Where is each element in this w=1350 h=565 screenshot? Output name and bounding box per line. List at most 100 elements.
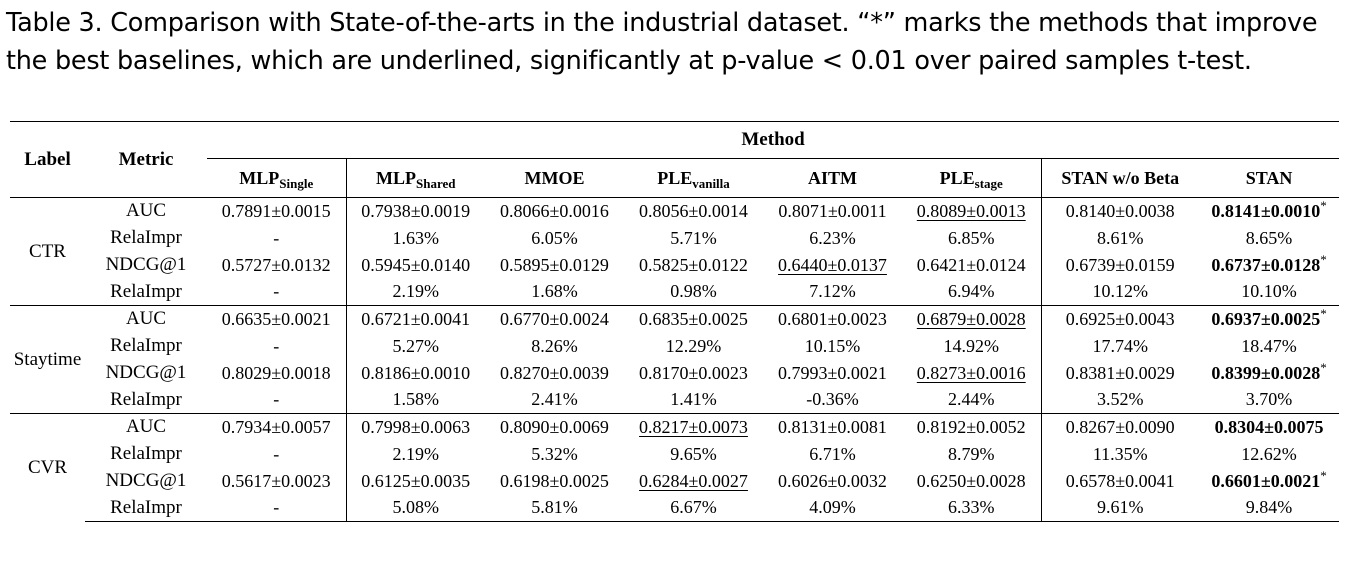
cell-value: 0.6770±0.0024 [500, 308, 609, 329]
table-cell: 7.12% [763, 279, 902, 306]
cell-value: 12.62% [1241, 443, 1297, 464]
table-cell: 0.7891±0.0015 [207, 197, 346, 225]
cell-value: 0.8090±0.0069 [500, 416, 609, 437]
table-cell: 0.5945±0.0140 [345, 251, 485, 279]
cell-value: 2.44% [948, 389, 995, 410]
cell-value: 9.84% [1245, 497, 1293, 518]
table-cell: 10.12% [1040, 278, 1199, 306]
cell-value: 18.47% [1241, 335, 1297, 356]
table-row: Staytime AUC 0.6635±0.0021 0.6721±0.0041 0.6… [10, 305, 1340, 414]
table-cell: 0.6284±0.0027 [624, 468, 763, 495]
metric-name: RelaImpr [85, 494, 207, 522]
cell-value: 0.6635±0.0021 [221, 308, 331, 329]
table-cell: 0.8186±0.0010 [345, 359, 485, 387]
table-cell: 0.5825±0.0122 [624, 252, 763, 279]
table-cell: 10.10% [1199, 279, 1339, 306]
significance-marker: * [1320, 467, 1327, 483]
cell-value: 0.8071±0.0011 [778, 200, 887, 221]
cell-value: 1.68% [531, 281, 578, 302]
table-cell: 0.6440±0.0137 [763, 252, 902, 279]
table-row: RelaImpr - 2.19% 5.32% 9.65% 6.71% 8.79% 11.35%… [10, 440, 1339, 468]
table-row: RelaImpr - 5.08% 5.81% 6.67% 4.09% 6.33% 9.61% 9… [10, 494, 1340, 522]
cell-value: 14.92% [943, 335, 1000, 356]
metric-name: RelaImpr [110, 388, 182, 410]
table-cell: 0.6198±0.0025 [485, 468, 624, 495]
table-row: NDCG@1 0.5727±0.0132 0.5945±0.0140 0.5895±0… [10, 251, 1339, 279]
cell-value: 0.6739±0.0159 [1065, 254, 1175, 275]
table-cell: 9.61% [1040, 494, 1199, 522]
cell-value: 0.8267±0.0090 [1065, 416, 1175, 437]
method-column-header: AITM [763, 158, 902, 198]
cell-value: 7.12% [809, 281, 856, 302]
table-cell: 0.8056±0.0014 [624, 197, 763, 225]
metric-name: AUC [85, 413, 207, 441]
table-cell: 0.8029±0.0018 [207, 360, 346, 387]
cell-value: 3.52% [1097, 389, 1144, 410]
table-cell: 0.6721±0.0041 [345, 305, 485, 333]
group-label: CVR [10, 413, 85, 522]
metric-name: NDCG@1 [105, 470, 187, 491]
table-cell: 3.52% [1040, 386, 1199, 414]
table-cell: 12.62% [1199, 441, 1339, 468]
significance-marker: * [1320, 359, 1327, 375]
table-row: CVR AUC 0.7934±0.0057 0.7998±0.0063 0.8090±0… [10, 413, 1340, 522]
method-name: STAN [1245, 167, 1293, 188]
table-cell: 6.94% [902, 279, 1041, 306]
cell-value: 0.8170±0.0023 [639, 362, 748, 383]
cell-value: 0.8270±0.0039 [500, 362, 609, 383]
cell-value: 8.79% [948, 443, 995, 464]
table-row: RelaImpr - 1.58% 2.41% 1.41% -0.36% 2.44% 3.52%… [10, 386, 1339, 414]
table-cell: 5.27% [345, 332, 485, 360]
table-cell: 0.8141±0.0010* [1199, 197, 1340, 225]
cell-value: 6.05% [531, 227, 578, 248]
cell-value: 0.7938±0.0019 [361, 200, 471, 221]
cell-value: 6.33% [948, 497, 995, 518]
table-row: CTR AUC 0.7891±0.0015 0.7938±0.0019 0.8066±0… [10, 197, 1340, 306]
table-cell: 1.41% [624, 387, 763, 414]
cell-value: 10.15% [804, 335, 861, 356]
table-cell: 0.8071±0.0011 [763, 197, 902, 225]
cell-value: 0.6440±0.0137 [778, 254, 887, 275]
table-cell: 2.19% [345, 440, 485, 468]
cell-value: 9.61% [1097, 497, 1144, 518]
metric-name: RelaImpr [110, 443, 182, 464]
cell-value: - [273, 281, 280, 302]
table-cell: 0.6801±0.0023 [763, 305, 902, 333]
table-cell: 0.8267±0.0090 [1040, 413, 1199, 441]
table-cell: 9.84% [1199, 494, 1340, 522]
cell-value: 4.09% [809, 497, 856, 518]
method-column-header: STAN [1199, 158, 1340, 198]
cell-value: 0.6737±0.0128 [1211, 254, 1321, 275]
cell-value: - [273, 389, 280, 410]
cell-value: 0.98% [670, 281, 717, 302]
cell-value: 0.5945±0.0140 [361, 254, 471, 275]
table-cell: - [207, 279, 346, 306]
method-column-header: PLEvanilla [624, 158, 763, 198]
table-cell: 11.35% [1040, 440, 1199, 468]
method-name: PLE [657, 167, 693, 188]
metric-name: NDCG@1 [105, 362, 187, 383]
table-cell: 1.58% [345, 386, 485, 414]
table-cell: 4.09% [763, 494, 902, 522]
table-row: NDCG@1 0.5617±0.0023 0.6125±0.0035 0.6198±0… [10, 467, 1339, 495]
table-cell: 10.15% [763, 333, 902, 360]
cell-value: 0.8381±0.0029 [1065, 362, 1175, 383]
cell-value: 0.7998±0.0063 [361, 416, 471, 437]
table-cell: 2.44% [902, 387, 1041, 414]
cell-value: 1.63% [392, 227, 440, 248]
table-cell: 6.71% [763, 441, 902, 468]
table-cell: - [207, 225, 346, 252]
cell-value: 17.74% [1092, 335, 1149, 356]
cell-value: 0.5617±0.0023 [221, 470, 331, 491]
method-column-header: MLPSingle [207, 158, 346, 198]
cell-value: 0.6284±0.0027 [639, 470, 748, 491]
table-cell: 0.8273±0.0016 [902, 360, 1041, 387]
header-row-top: Label Metric Method [10, 121, 1340, 198]
cell-value: 0.6125±0.0035 [361, 470, 471, 491]
cell-value: 0.6250±0.0028 [916, 470, 1026, 491]
cell-value: 0.8141±0.0010 [1211, 200, 1321, 221]
cell-value: 5.27% [392, 335, 440, 356]
table-cell: -0.36% [763, 387, 902, 414]
method-group-header: Method [207, 121, 1340, 159]
cell-value: 0.8399±0.0028 [1211, 362, 1321, 383]
